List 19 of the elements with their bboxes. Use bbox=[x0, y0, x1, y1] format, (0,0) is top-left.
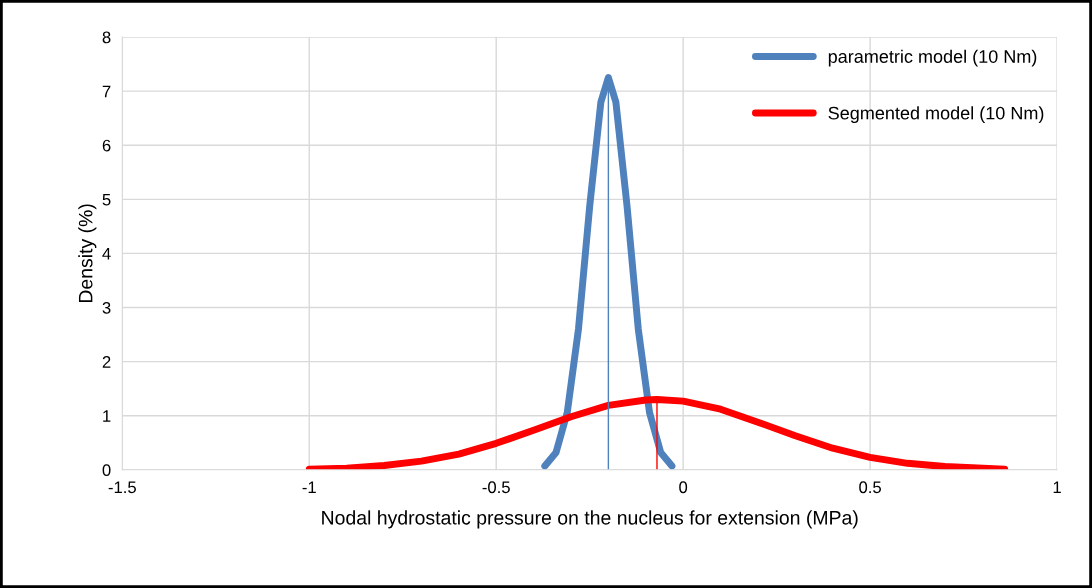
y-tick-label: 1 bbox=[103, 410, 111, 422]
y-tick-label: 8 bbox=[102, 31, 111, 44]
x-tick-label: 0 bbox=[679, 481, 688, 494]
x-axis-title: Nodal hydrostatic pressure on the nucleus for extension (MPa) bbox=[322, 510, 858, 529]
x-tick-label: -0.5 bbox=[482, 481, 510, 494]
x-tick-label: 1 bbox=[1053, 481, 1061, 493]
x-tick-label: 0.5 bbox=[859, 481, 881, 494]
y-tick-label: 0 bbox=[102, 464, 111, 477]
y-tick-label: 7 bbox=[102, 85, 111, 98]
y-tick-label: 4 bbox=[102, 248, 111, 260]
y-tick-label: 3 bbox=[102, 301, 111, 314]
x-tick-label: -1.5 bbox=[108, 481, 136, 494]
y-tick-label: 2 bbox=[102, 356, 111, 368]
y-tick-label: 6 bbox=[102, 139, 111, 152]
x-tick-label: -1 bbox=[302, 481, 316, 493]
legend-label: parametric model (10 Nm) bbox=[828, 49, 1037, 67]
legend-label: Segmented model (10 Nm) bbox=[828, 106, 1044, 124]
y-axis-title: Density (%) bbox=[78, 204, 97, 303]
y-tick-label: 5 bbox=[102, 193, 111, 206]
